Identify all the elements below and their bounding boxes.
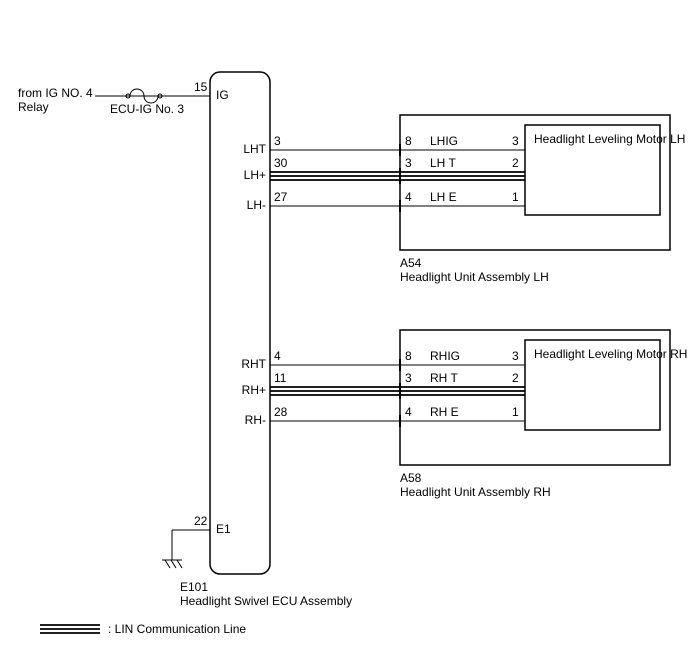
motor-rh-rht-num: 2	[512, 371, 519, 385]
unit-rh-in-rhp: 3	[405, 371, 412, 385]
pin-lht-num: 3	[274, 134, 281, 148]
wire-rhp-lin	[270, 387, 525, 395]
source-label-1: from IG NO. 4	[18, 86, 93, 100]
motor-rh-label: Headlight Leveling Motor RH	[534, 347, 654, 361]
unit-lh-name: Headlight Unit Assembly LH	[400, 270, 549, 284]
fuse-label: ECU-IG No. 3	[110, 102, 184, 116]
motor-rh-rhig-name: RHIG	[430, 349, 460, 363]
motor-lh-lhig-num: 3	[512, 134, 519, 148]
pin-ig-name: IG	[216, 88, 229, 102]
ground-symbol	[162, 560, 182, 568]
pin-lht-name: LHT	[238, 142, 266, 156]
unit-lh-in-lhp: 3	[405, 156, 412, 170]
ecu-id: E101	[180, 580, 208, 594]
pin-lhp-num: 30	[274, 156, 287, 170]
motor-rh-rht-name: RH T	[430, 371, 458, 385]
pin-rhm-num: 28	[274, 405, 287, 419]
legend-lin-symbol	[40, 625, 100, 633]
motor-rh-rhe-num: 1	[512, 405, 519, 419]
pin-rhp-num: 11	[274, 371, 286, 385]
unit-rh-name: Headlight Unit Assembly RH	[400, 485, 551, 499]
pin-rht-num: 4	[274, 349, 281, 363]
unit-lh-in-lhm: 4	[405, 190, 412, 204]
pin-rhp-name: RH+	[238, 383, 266, 397]
unit-lh-in-lht: 8	[405, 134, 412, 148]
motor-lh-lht-name: LH T	[430, 156, 456, 170]
unit-lh-id: A54	[400, 256, 421, 270]
pin-ig-num: 15	[194, 80, 207, 94]
motor-lh-lhig-name: LHIG	[430, 134, 458, 148]
wire-lhp-lin	[270, 172, 525, 180]
wiring-diagram	[0, 0, 691, 660]
motor-lh-lhe-num: 1	[512, 190, 519, 204]
motor-rh-rhe-name: RH E	[430, 405, 459, 419]
pin-rhm-name: RH-	[238, 413, 266, 427]
ecu-name: Headlight Swivel ECU Assembly	[180, 594, 352, 608]
pin-lhm-name: LH-	[238, 198, 266, 212]
pin-e1-num: 22	[194, 514, 207, 528]
unit-rh-in-rhm: 4	[405, 405, 412, 419]
legend-text: : LIN Communication Line	[108, 622, 246, 636]
pin-lhp-name: LH+	[238, 168, 266, 182]
pin-lhm-num: 27	[274, 190, 287, 204]
fuse-symbol	[125, 89, 163, 103]
pin-e1-name: E1	[216, 522, 231, 536]
pin-rht-name: RHT	[238, 357, 266, 371]
unit-rh-in-rht: 8	[405, 349, 412, 363]
motor-lh-lhe-name: LH E	[430, 190, 457, 204]
unit-rh-id: A58	[400, 471, 421, 485]
motor-lh-lht-num: 2	[512, 156, 519, 170]
source-label-2: Relay	[18, 100, 49, 114]
motor-rh-rhig-num: 3	[512, 349, 519, 363]
motor-lh-label: Headlight Leveling Motor LH	[534, 132, 654, 146]
